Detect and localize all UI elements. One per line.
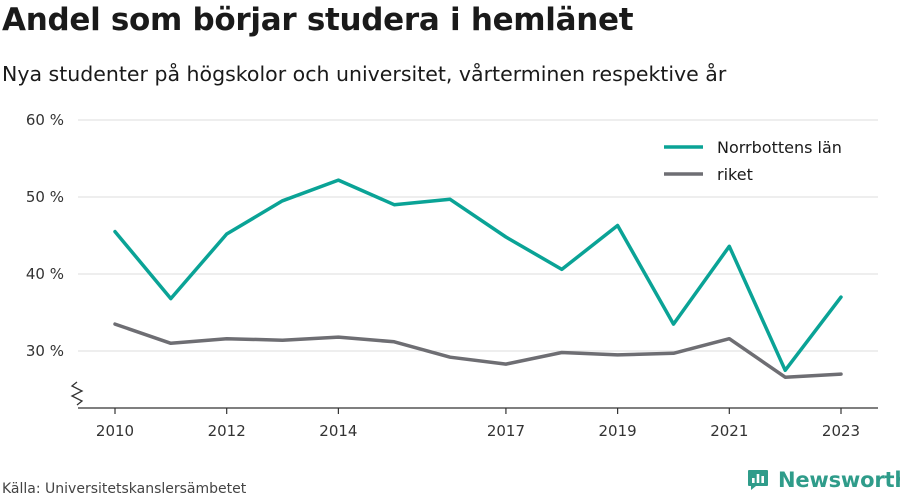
chart-title: Andel som börjar studera i hemlänet xyxy=(2,2,634,38)
x-tick-label: 2012 xyxy=(208,422,246,440)
chart-subtitle: Nya studenter på högskolor och universit… xyxy=(2,62,727,86)
x-tick-label: 2017 xyxy=(487,422,525,440)
x-tick-label: 2010 xyxy=(96,422,134,440)
y-tick-label: 30 % xyxy=(26,342,64,360)
x-axis: 2010 2012 2014 2017 2019 2021 2023 xyxy=(70,381,878,440)
brand-logo: Newsworthy xyxy=(746,468,900,492)
x-tick-label: 2019 xyxy=(599,422,637,440)
y-axis: 30 % 40 % 50 % 60 % xyxy=(26,111,64,360)
legend-label: riket xyxy=(717,165,753,184)
series-line xyxy=(113,322,843,379)
series-lines xyxy=(113,178,843,379)
x-tick-label: 2014 xyxy=(319,422,357,440)
series-line xyxy=(113,178,843,373)
legend-label: Norrbottens län xyxy=(717,138,842,157)
source-note: Källa: Universitetskanslersämbetet xyxy=(2,481,247,497)
axis-break-icon xyxy=(70,381,84,406)
x-tick-label: 2021 xyxy=(710,422,748,440)
newsworthy-logo-icon xyxy=(748,470,768,490)
legend: Norrbottens län riket xyxy=(664,138,842,184)
y-tick-label: 40 % xyxy=(26,265,64,283)
y-tick-label: 50 % xyxy=(26,188,64,206)
x-tick-label: 2023 xyxy=(822,422,860,440)
brand-name: Newsworthy xyxy=(778,468,900,492)
y-tick-label: 60 % xyxy=(26,111,64,129)
